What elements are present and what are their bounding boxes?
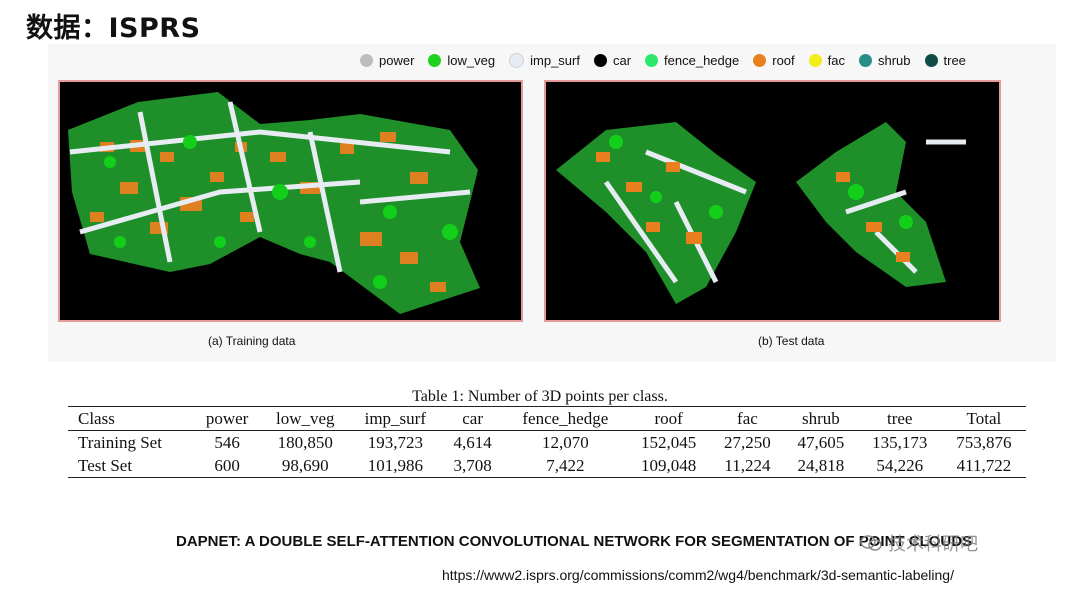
legend-label: car: [612, 53, 632, 68]
legend-item-power: power: [360, 53, 414, 68]
table-cell: 12,070: [541, 433, 589, 452]
test-caption: (b) Test data: [758, 334, 825, 348]
table-cell: 47,605: [797, 433, 845, 452]
legend-swatch: [428, 54, 442, 67]
table-cell: 98,690: [281, 456, 329, 475]
table-row: Training Set 546 180,850 193,723 4,614 12,070…: [68, 431, 1026, 455]
training-caption: (a) Training data: [208, 334, 296, 348]
training-point-cloud: [60, 82, 521, 320]
legend-item-shrub: shrub: [858, 53, 911, 68]
table-cell: Training Set: [78, 433, 162, 452]
legend-swatch: [924, 54, 938, 67]
legend-item-imp-surf: imp_surf: [509, 53, 580, 68]
table-caption: Table 1: Number of 3D points per class.: [412, 388, 668, 405]
paper-title: DAPNET: A DOUBLE SELF-ATTENTION CONVOLUT…: [176, 533, 973, 550]
table-cell: 180,850: [277, 433, 333, 452]
column-header: tree: [886, 409, 913, 428]
table-cell: 411,722: [956, 456, 1012, 475]
table-cell: 753,876: [956, 433, 1012, 452]
legend-label: low_veg: [447, 53, 496, 68]
table-cell: 600: [214, 456, 240, 475]
table-cell: 11,224: [724, 456, 771, 475]
test-point-cloud: [546, 82, 999, 320]
table-cell: 193,723: [367, 433, 423, 452]
wechat-icon: [860, 535, 882, 551]
benchmark-url: https://www2.isprs.org/commissions/comm2…: [442, 567, 954, 583]
table-cell: 546: [214, 433, 240, 452]
legend-swatch: [808, 54, 822, 67]
column-header: fence_hedge: [522, 409, 609, 428]
legend-label: power: [379, 53, 415, 68]
column-header: Class: [78, 409, 115, 428]
table-cell: 54,226: [876, 456, 924, 475]
legend-label: roof: [772, 53, 795, 68]
column-header: power: [205, 409, 249, 428]
legend-swatch: [509, 53, 525, 68]
legend-swatch: [360, 54, 373, 67]
table-cell: 24,818: [797, 456, 845, 475]
points-per-class-table: Class power low_veg imp_surf car fence_hedge r…: [68, 406, 1026, 478]
column-header: shrub: [802, 409, 840, 428]
legend-item-roof: roof: [753, 53, 795, 68]
table-header-row: Class power low_veg imp_surf car fence_hedge r…: [68, 406, 1026, 431]
legend-label: imp_surf: [530, 53, 580, 68]
legend-label: shrub: [877, 53, 911, 68]
page-title: 数据：ISPRS: [26, 13, 201, 44]
legend-swatch: [645, 54, 659, 67]
legend-item-car: car: [593, 53, 632, 68]
table-cell: 27,250: [724, 433, 771, 452]
legend-label: tree: [943, 53, 966, 68]
column-header: Total: [966, 409, 1002, 428]
legend-swatch: [753, 54, 767, 67]
table-cell: 3,708: [453, 456, 492, 475]
table-cell: 101,986: [367, 456, 423, 475]
legend-item-low-veg: low_veg: [428, 53, 495, 68]
table-cell: 109,048: [640, 456, 697, 475]
class-legend: power low_veg imp_surf car fence_hedge roof fa…: [360, 53, 980, 68]
table-body: Training Set 546 180,850 193,723 4,614 12,070…: [68, 431, 1026, 478]
test-data-image: [544, 80, 1001, 322]
table-cell: 7,422: [546, 456, 585, 475]
legend-swatch: [593, 54, 607, 67]
watermark-text: 技术科研吧: [888, 534, 978, 555]
column-header: fac: [737, 409, 758, 428]
table-cell: 4,614: [453, 433, 492, 452]
watermark: 技术科研吧: [860, 530, 978, 556]
column-header: car: [462, 409, 484, 428]
legend-swatch: [858, 54, 872, 67]
table-cell: Test Set: [78, 456, 133, 475]
legend-label: fence_hedge: [664, 53, 740, 68]
training-data-image: [58, 80, 523, 322]
table-cell: 135,173: [872, 433, 928, 452]
legend-item-fac: fac: [808, 53, 845, 68]
table-row: Test Set 600 98,690 101,986 3,708 7,422 109,04…: [68, 454, 1026, 478]
legend-item-tree: tree: [924, 53, 966, 68]
legend-label: fac: [827, 53, 845, 68]
legend-item-fence-hedge: fence_hedge: [645, 53, 739, 68]
column-header: low_veg: [276, 409, 335, 428]
column-header: imp_surf: [364, 409, 426, 428]
column-header: roof: [654, 409, 683, 428]
table-cell: 152,045: [640, 433, 697, 452]
